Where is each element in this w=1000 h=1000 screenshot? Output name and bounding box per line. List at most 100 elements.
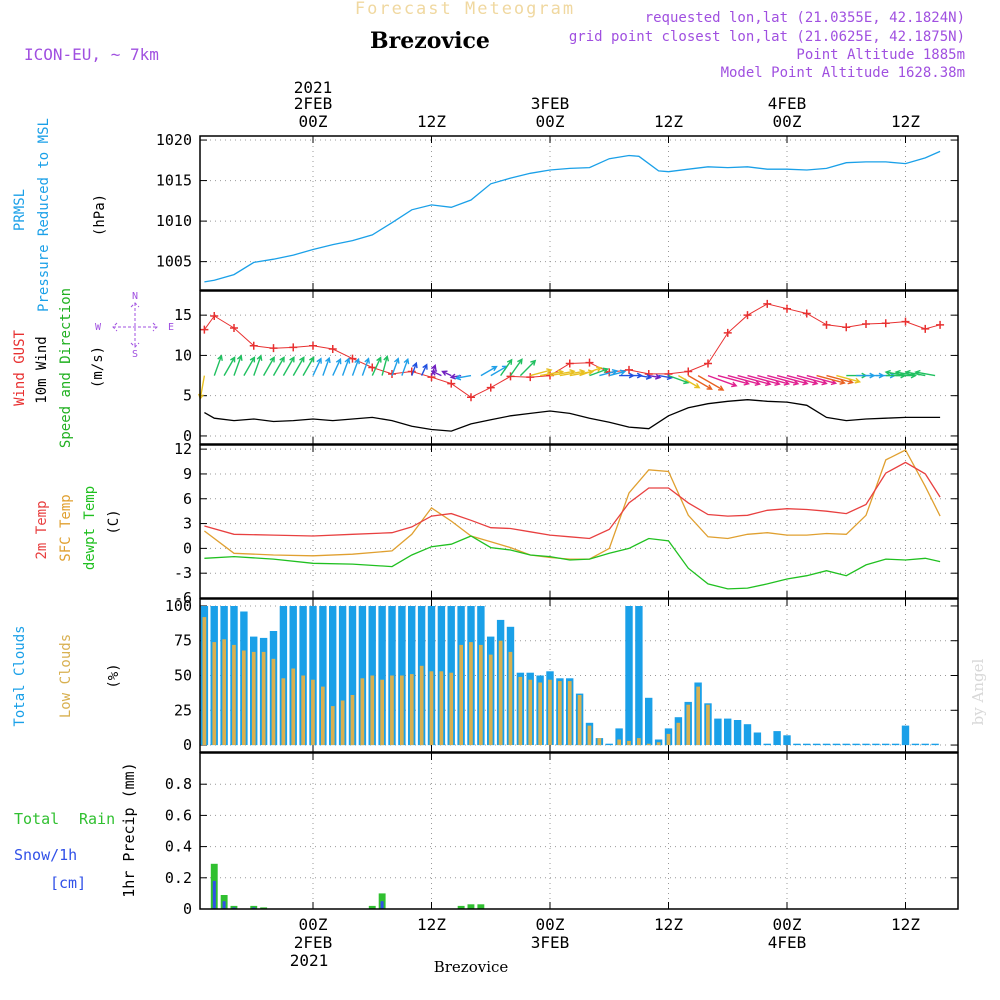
wind-arrow <box>420 363 428 376</box>
low-cloud-bar <box>479 644 483 745</box>
gust-label: Wind GUST <box>12 330 28 406</box>
total-cloud-bar <box>753 732 762 745</box>
bottom-hour-label: 00Z <box>299 915 328 934</box>
y-tick-label: 0 <box>183 736 192 754</box>
y-tick-label: 100 <box>165 597 192 615</box>
low-cloud-bar <box>202 617 207 746</box>
gust-marker <box>447 379 456 388</box>
low-cloud-bar <box>656 742 661 746</box>
low-cloud-bar <box>587 725 592 746</box>
low-cloud-bar <box>567 681 572 746</box>
wind-arrow <box>687 374 713 390</box>
y-tick-label: 9 <box>183 465 192 483</box>
wind-arrow <box>322 356 331 376</box>
y-tick-label: 1005 <box>156 253 192 271</box>
wind-arrow <box>519 359 537 377</box>
wind-arrow <box>253 354 263 376</box>
wind-arrow <box>391 357 400 376</box>
y-tick-label: 1010 <box>156 212 192 230</box>
wind-arrow <box>480 365 498 377</box>
total-cloud-bar <box>921 743 929 746</box>
precip-labels: Total Rain Snow/1h [cm] 1hr Precip (mm) <box>14 762 138 897</box>
bottom-year: 2021 <box>290 951 329 970</box>
total-cloud-bar <box>882 743 890 746</box>
total-cloud-bar <box>378 606 386 746</box>
rain-bar <box>467 904 475 909</box>
low-cloud-bar <box>548 679 552 746</box>
y-tick-label: 0.4 <box>165 838 192 856</box>
gust-marker <box>936 320 945 329</box>
compass-north: N <box>132 291 138 302</box>
wind-arrow <box>579 366 603 377</box>
panel-frame <box>199 444 959 599</box>
wind-arrow <box>894 369 916 377</box>
location-title: Brezovice <box>370 28 490 54</box>
sfc-temp-line <box>204 449 941 560</box>
low-cloud-bar <box>646 743 651 746</box>
low-cloud-bar <box>469 642 473 745</box>
wind-arrow <box>757 374 791 386</box>
wind-arrow <box>806 374 838 386</box>
top-hour-label: 00Z <box>773 112 802 131</box>
bottom-hour-label: 00Z <box>773 915 802 934</box>
model-label: ICON-EU, ~ 7km <box>24 45 159 64</box>
wind-panel: 0 5 10 15 <box>174 290 959 445</box>
wind-arrow <box>697 374 725 391</box>
pressure-labels: PRMSL Pressure Reduced to MSL (hPa) <box>12 118 108 312</box>
top-hour-label: 00Z <box>299 112 328 131</box>
low-cloud-bar <box>459 644 463 745</box>
y-tick-label: 0.2 <box>165 869 192 887</box>
snow-bar <box>252 907 256 909</box>
requested-coords: requested lon,lat (21.0355E, 42.1824N) <box>645 10 965 26</box>
gust-marker <box>723 328 732 337</box>
model-altitude: Model Point Altitude 1628.38m <box>721 65 965 81</box>
clouds-panel: 0 25 50 75 100 <box>165 597 959 754</box>
panel-frame <box>199 598 959 753</box>
low-cloud-bar <box>676 722 681 746</box>
low-cloud-bar <box>429 671 434 745</box>
rain-bar <box>457 905 465 909</box>
wind-arrow <box>361 357 370 376</box>
low-cloud-bar <box>686 704 691 745</box>
gust-marker <box>881 319 890 328</box>
wind-arrow <box>272 356 285 376</box>
total-cloud-bar <box>279 606 288 746</box>
bottom-hour-label: 12Z <box>654 915 683 934</box>
gust-marker <box>467 393 475 402</box>
total-cloud-bar <box>862 743 870 746</box>
point-altitude: Point Altitude 1885m <box>796 47 965 63</box>
top-year: 2021 <box>294 78 333 97</box>
wind-arrow <box>707 374 738 388</box>
wind-arrow <box>341 357 351 376</box>
low-cloud-bar <box>439 671 444 745</box>
total-cloud-bar <box>852 743 860 746</box>
speed-direction-label: Speed and Direction <box>58 288 74 448</box>
wind-arrow <box>717 374 750 386</box>
footer-location: Brezovice <box>434 958 509 976</box>
snow-unit-label: [cm] <box>50 874 86 892</box>
gust-marker <box>802 309 811 318</box>
wind-arrow <box>884 369 906 377</box>
gust-marker <box>368 363 377 372</box>
temperature-labels: 2m Temp SFC Temp dewpt Temp (C) <box>34 486 122 570</box>
wind-arrow <box>836 374 862 384</box>
pressure-unit-label: (hPa) <box>92 194 108 236</box>
y-tick-label: 75 <box>174 632 192 650</box>
gust-marker <box>200 325 209 334</box>
low-cloud-bar <box>311 679 315 746</box>
watermark: by Angel <box>969 658 987 725</box>
snow-bar <box>222 901 226 909</box>
y-tick-label: 5 <box>183 387 192 405</box>
low-cloud-bar <box>251 651 256 746</box>
temp-unit-label: (C) <box>106 509 122 534</box>
bottom-hour-label: 00Z <box>536 915 565 934</box>
y-tick-label: 1015 <box>156 172 192 190</box>
total-cloud-bar <box>625 606 633 746</box>
gust-marker <box>269 344 278 353</box>
bottom-hour-label: 12Z <box>417 915 446 934</box>
low-cloud-bar <box>409 674 414 745</box>
temperature-panel: -6 -3 0 3 6 9 12 <box>174 440 959 607</box>
sfc-temp-label: SFC Temp <box>58 494 74 561</box>
gridpoint-coords: grid point closest lon,lat (21.0625E, 42… <box>569 29 965 45</box>
